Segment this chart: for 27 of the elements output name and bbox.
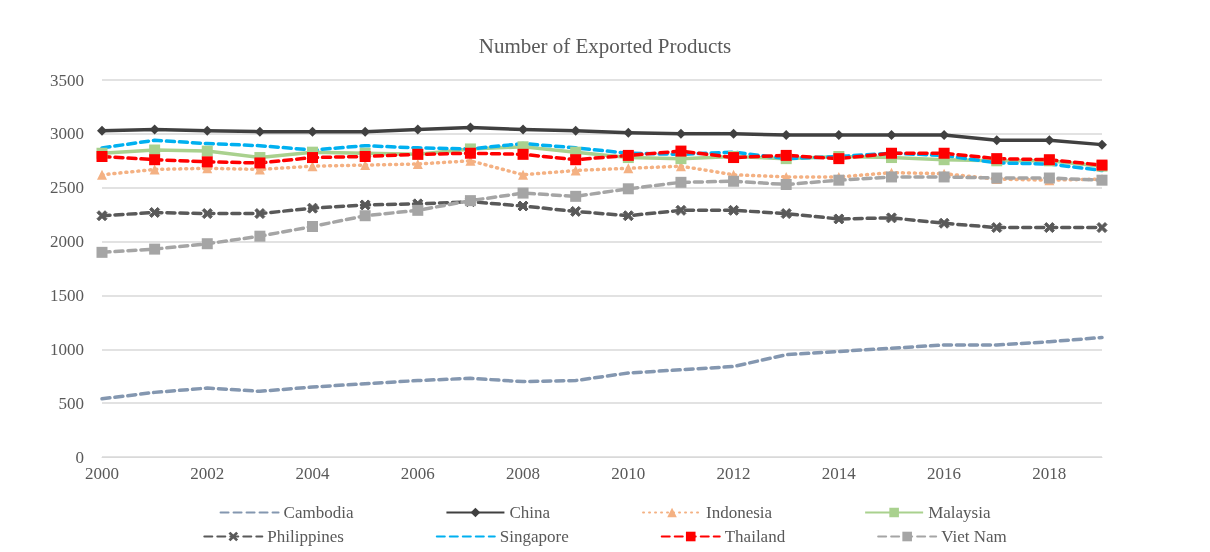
x-tick-label: 2008 — [506, 464, 541, 483]
x-tick-label: 2006 — [400, 464, 435, 483]
y-tick-label: 2500 — [50, 178, 84, 198]
x-tick-label: 2018 — [1032, 464, 1067, 483]
legend-label: Malaysia — [928, 503, 991, 522]
legend-label: Philippines — [267, 527, 344, 546]
legend-label: Singapore — [499, 527, 569, 546]
y-tick-label: 3000 — [50, 124, 84, 144]
legend-label: China — [509, 503, 551, 522]
y-tick-label: 3500 — [50, 70, 84, 90]
legend-label: Viet Nam — [941, 527, 1007, 546]
y-tick-label: 0 — [75, 447, 84, 467]
x-tick-label: 2016 — [927, 464, 962, 483]
chart-title: Number of Exported Products — [478, 33, 732, 58]
y-tick-label: 2000 — [50, 232, 84, 252]
x-tick-label: 2014 — [821, 464, 857, 483]
x-tick-label: 2004 — [295, 464, 331, 483]
legend-label: Indonesia — [706, 503, 773, 522]
x-tick-label: 2012 — [716, 464, 751, 483]
y-tick-label: 1500 — [50, 285, 84, 305]
x-tick-label: 2002 — [190, 464, 225, 483]
y-tick-label: 500 — [58, 393, 84, 413]
legend-label: Thailand — [724, 527, 786, 546]
x-tick-label: 2010 — [611, 464, 646, 483]
y-tick-label: 1000 — [50, 339, 84, 359]
legend-label: Cambodia — [283, 503, 354, 522]
x-tick-label: 2000 — [85, 464, 119, 483]
